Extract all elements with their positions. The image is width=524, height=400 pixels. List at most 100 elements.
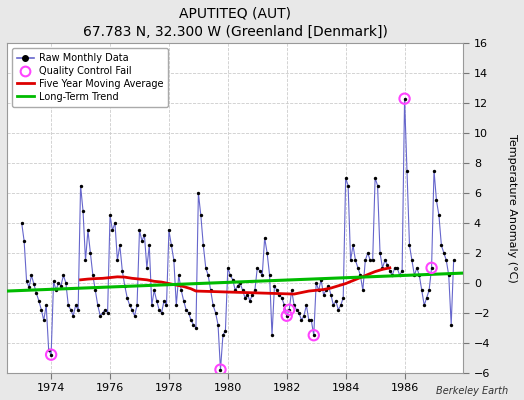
Point bbox=[177, 287, 185, 294]
Point bbox=[263, 250, 271, 256]
Point bbox=[440, 250, 448, 256]
Point bbox=[174, 272, 183, 278]
Point bbox=[356, 272, 365, 278]
Point bbox=[194, 190, 203, 196]
Point bbox=[121, 283, 129, 289]
Point bbox=[437, 242, 445, 248]
Point bbox=[236, 280, 244, 286]
Point bbox=[246, 298, 254, 304]
Point bbox=[354, 265, 362, 271]
Point bbox=[45, 347, 53, 353]
Point bbox=[148, 302, 156, 308]
Point bbox=[364, 250, 372, 256]
Point bbox=[288, 287, 296, 294]
Point bbox=[358, 287, 367, 294]
Point bbox=[152, 298, 161, 304]
Point bbox=[187, 317, 195, 324]
Point bbox=[130, 312, 139, 319]
Point bbox=[368, 257, 377, 264]
Point bbox=[307, 317, 315, 324]
Point bbox=[106, 212, 114, 219]
Point bbox=[74, 306, 82, 313]
Point bbox=[292, 306, 301, 313]
Point bbox=[138, 238, 146, 244]
Point bbox=[62, 280, 70, 286]
Point bbox=[282, 312, 291, 319]
Point bbox=[314, 287, 323, 294]
Point bbox=[20, 238, 28, 244]
Point bbox=[256, 268, 264, 274]
Point bbox=[241, 294, 249, 301]
Point bbox=[275, 292, 283, 298]
Point bbox=[86, 250, 94, 256]
Point bbox=[332, 298, 340, 304]
Point bbox=[108, 227, 117, 234]
Point bbox=[336, 302, 345, 308]
Point bbox=[30, 281, 38, 288]
Point bbox=[282, 312, 291, 319]
Point bbox=[165, 227, 173, 234]
Point bbox=[57, 283, 65, 289]
Point bbox=[273, 287, 281, 294]
Point bbox=[435, 212, 443, 219]
Point bbox=[295, 310, 303, 316]
Point bbox=[64, 302, 72, 308]
Point bbox=[167, 242, 176, 248]
Point bbox=[96, 312, 104, 319]
Point bbox=[374, 182, 382, 189]
Point bbox=[204, 272, 212, 278]
Point bbox=[238, 287, 247, 294]
Point bbox=[89, 272, 97, 278]
Point bbox=[415, 272, 423, 278]
Point bbox=[123, 294, 132, 301]
Point bbox=[145, 242, 154, 248]
Point bbox=[140, 232, 149, 238]
Point bbox=[40, 317, 48, 324]
Point bbox=[450, 257, 458, 264]
Point bbox=[248, 292, 257, 298]
Point bbox=[317, 277, 325, 283]
Point bbox=[398, 268, 406, 274]
Point bbox=[224, 265, 232, 271]
Point bbox=[231, 287, 239, 294]
Point bbox=[27, 272, 36, 278]
Point bbox=[162, 302, 171, 308]
Point bbox=[297, 317, 305, 324]
Point bbox=[428, 265, 436, 271]
Point bbox=[378, 265, 387, 271]
Point bbox=[209, 302, 217, 308]
Point bbox=[157, 310, 166, 316]
Point bbox=[192, 324, 200, 331]
Point bbox=[265, 272, 274, 278]
Point bbox=[300, 312, 308, 319]
Point bbox=[170, 257, 178, 264]
Point bbox=[312, 280, 320, 286]
Point bbox=[290, 302, 298, 308]
Point bbox=[25, 284, 33, 290]
Point bbox=[133, 302, 141, 308]
Point bbox=[405, 242, 413, 248]
Point bbox=[310, 332, 318, 338]
Point bbox=[47, 352, 56, 358]
Point bbox=[420, 302, 429, 308]
Point bbox=[226, 272, 234, 278]
Point bbox=[118, 268, 126, 274]
Point bbox=[243, 292, 252, 298]
Point bbox=[410, 272, 419, 278]
Point bbox=[430, 167, 438, 174]
Point bbox=[125, 302, 134, 308]
Point bbox=[319, 292, 328, 298]
Point bbox=[339, 294, 347, 301]
Point bbox=[94, 302, 102, 308]
Point bbox=[285, 306, 293, 313]
Point bbox=[361, 257, 369, 264]
Point bbox=[79, 208, 87, 214]
Point bbox=[268, 332, 276, 338]
Point bbox=[253, 265, 261, 271]
Point bbox=[342, 175, 350, 181]
Point bbox=[199, 242, 208, 248]
Point bbox=[182, 306, 190, 313]
Point bbox=[234, 283, 242, 289]
Point bbox=[77, 182, 85, 189]
Point bbox=[400, 96, 409, 102]
